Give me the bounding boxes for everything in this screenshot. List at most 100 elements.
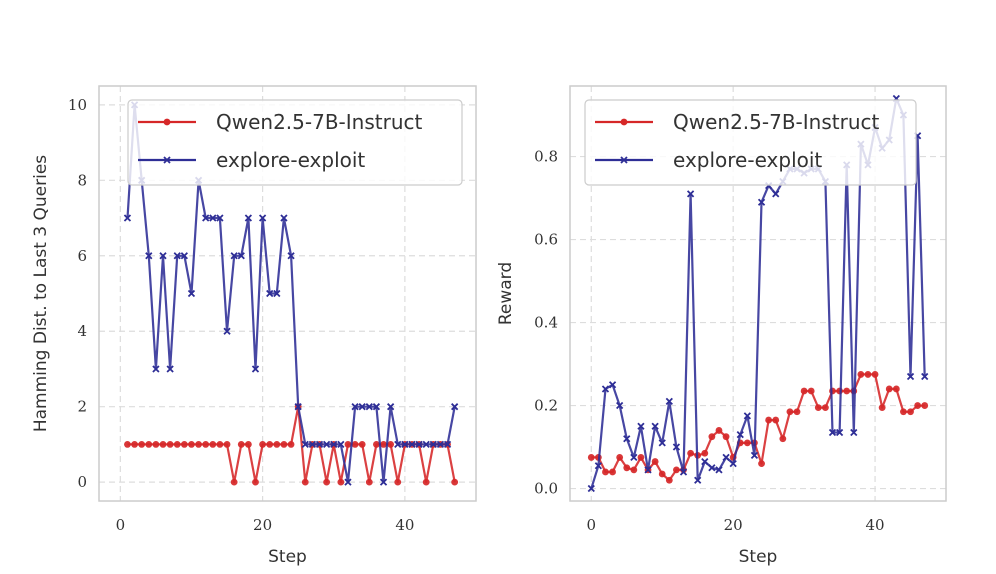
data-point-qwen	[145, 441, 153, 448]
data-point-qwen	[301, 478, 309, 486]
data-point-qwen	[630, 466, 638, 474]
data-point-explore-exploit	[408, 440, 416, 449]
data-point-explore-exploit	[694, 476, 702, 484]
x-tick-label: 0	[587, 516, 597, 534]
x-tick-label: 0	[116, 516, 126, 534]
x-tick-label: 20	[724, 516, 743, 534]
data-point-qwen	[609, 468, 616, 476]
data-point-explore-exploit	[180, 252, 188, 260]
data-point-qwen	[701, 449, 709, 457]
data-point-qwen	[323, 478, 331, 486]
y-axis-label: Reward	[496, 262, 516, 325]
data-point-explore-exploit	[394, 440, 402, 449]
data-point-qwen	[758, 460, 765, 468]
data-point-explore-exploit	[422, 440, 430, 449]
y-tick-label: 0.8	[534, 148, 558, 166]
x-axis-label: Step	[739, 547, 778, 567]
plot-frame	[569, 85, 947, 502]
chart-hamming-distance: 0 20 40 0 2 4 6 8 10 Step Hamming Dist. to Last 3 …	[31, 85, 477, 567]
data-point-explore-exploit	[159, 252, 167, 260]
data-point-explore-exploit	[223, 327, 231, 335]
data-point-explore-exploit	[365, 403, 373, 411]
data-point-qwen	[878, 404, 886, 412]
data-point-explore-exploit	[722, 453, 730, 462]
data-point-explore-exploit	[601, 385, 610, 393]
data-point-qwen	[843, 387, 851, 395]
data-point-explore-exploit	[736, 430, 744, 439]
data-point-qwen	[273, 441, 281, 448]
data-point-explore-exploit	[835, 428, 844, 437]
data-point-explore-exploit	[237, 252, 245, 260]
data-point-qwen	[237, 441, 245, 448]
data-point-qwen	[451, 478, 459, 486]
y-tick-label: 4	[77, 322, 87, 340]
data-point-explore-exploit	[757, 198, 766, 206]
data-point-explore-exploit	[672, 443, 681, 451]
data-point-explore-exploit	[294, 403, 302, 411]
data-point-explore-exploit	[743, 412, 751, 420]
data-point-qwen	[180, 441, 188, 448]
y-tick-label: 0	[77, 473, 87, 491]
data-point-qwen	[786, 408, 794, 416]
data-point-explore-exploit	[301, 440, 309, 449]
data-point-qwen	[651, 458, 659, 465]
legend-box	[584, 99, 917, 186]
y-tick-label: 0.2	[534, 397, 558, 415]
data-point-qwen	[687, 449, 695, 457]
data-point-qwen	[616, 454, 624, 461]
legend-swatch-marker	[163, 156, 171, 164]
data-point-qwen	[892, 385, 900, 393]
data-point-explore-exploit	[715, 466, 723, 474]
data-point-qwen	[280, 441, 288, 448]
data-point-qwen	[152, 441, 160, 448]
chart-reward: 0 20 40 0.0 0.2 0.4 0.6 0.8 Step Reward Qwen2.5-7B…	[496, 85, 947, 567]
data-point-explore-exploit	[351, 403, 359, 411]
y-tick-label: 2	[77, 398, 87, 416]
data-point-explore-exploit	[322, 440, 331, 449]
x-tick-label: 40	[866, 516, 885, 534]
data-point-qwen	[715, 427, 723, 434]
data-point-explore-exploit	[258, 214, 267, 222]
data-point-qwen	[358, 441, 366, 448]
data-point-qwen	[857, 371, 865, 378]
data-point-qwen	[885, 385, 893, 393]
legend-swatch-marker	[620, 156, 628, 164]
data-point-explore-exploit	[850, 428, 858, 437]
legend-label-qwen: Qwen2.5-7B-Instruct	[673, 110, 879, 134]
data-point-qwen	[743, 439, 751, 447]
data-point-qwen	[637, 454, 645, 461]
data-point-qwen	[814, 404, 822, 412]
data-point-qwen	[658, 470, 666, 478]
data-point-qwen	[807, 387, 815, 395]
y-tick-label: 0.0	[534, 480, 558, 498]
y-tick-label: 8	[77, 171, 87, 189]
legend-label-explore-exploit: explore-exploit	[673, 148, 822, 172]
data-point-explore-exploit	[123, 214, 132, 222]
data-point-qwen	[244, 441, 252, 448]
data-point-explore-exploit	[415, 440, 423, 449]
data-point-qwen	[722, 433, 730, 441]
legend-swatch-marker	[163, 118, 171, 126]
data-point-explore-exploit	[686, 190, 695, 198]
data-point-qwen	[166, 441, 174, 448]
data-point-explore-exploit	[209, 214, 217, 222]
data-point-qwen	[380, 441, 387, 448]
data-point-qwen	[159, 441, 167, 448]
data-point-explore-exploit	[701, 457, 709, 466]
data-point-explore-exploit	[729, 460, 737, 468]
data-point-explore-exploit	[443, 440, 452, 449]
x-tick-label: 40	[395, 516, 414, 534]
data-point-qwen	[230, 478, 238, 486]
data-point-qwen	[793, 408, 801, 416]
data-point-explore-exploit	[921, 372, 929, 381]
data-point-qwen	[602, 468, 609, 476]
plot-frame	[98, 85, 477, 502]
data-point-explore-exploit	[280, 214, 288, 222]
data-point-explore-exploit	[145, 252, 153, 260]
data-point-explore-exploit	[358, 403, 366, 411]
data-point-explore-exploit	[173, 252, 181, 260]
x-axis-label: Step	[268, 547, 307, 567]
data-point-qwen	[202, 441, 210, 448]
data-point-explore-exploit	[608, 381, 617, 389]
